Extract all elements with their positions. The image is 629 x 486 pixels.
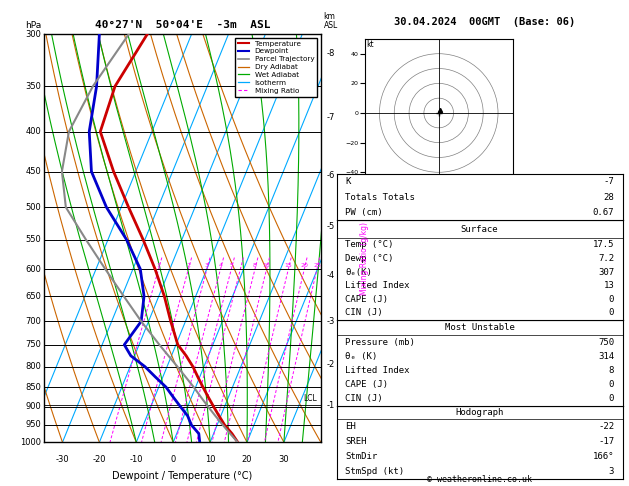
Text: 307: 307 — [598, 268, 614, 277]
Text: -5: -5 — [326, 223, 335, 231]
Text: 0: 0 — [170, 454, 176, 464]
Text: StmDir: StmDir — [345, 452, 377, 461]
Text: 950: 950 — [26, 420, 42, 429]
Text: -6: -6 — [326, 171, 335, 180]
Text: θₑ (K): θₑ (K) — [345, 352, 377, 361]
Text: 550: 550 — [26, 235, 42, 244]
Text: 13: 13 — [603, 281, 614, 290]
Text: 700: 700 — [25, 317, 42, 326]
Text: 400: 400 — [26, 127, 42, 136]
Text: K: K — [345, 177, 350, 186]
Text: 15: 15 — [284, 263, 292, 268]
Text: 600: 600 — [25, 264, 42, 274]
Text: CAPE (J): CAPE (J) — [345, 295, 388, 304]
Text: 3: 3 — [609, 467, 614, 476]
Text: 0.67: 0.67 — [593, 208, 614, 217]
Text: 800: 800 — [25, 362, 42, 371]
Text: 10: 10 — [263, 263, 270, 268]
Text: 25: 25 — [313, 263, 321, 268]
Text: Totals Totals: Totals Totals — [345, 192, 415, 202]
Text: 450: 450 — [26, 167, 42, 176]
Text: Hodograph: Hodograph — [455, 408, 504, 417]
Text: 2: 2 — [186, 263, 191, 268]
Text: -2: -2 — [326, 360, 335, 369]
Text: -8: -8 — [326, 49, 335, 58]
Text: -30: -30 — [56, 454, 69, 464]
Text: 166°: 166° — [593, 452, 614, 461]
Text: 750: 750 — [25, 340, 42, 349]
Text: -7: -7 — [326, 113, 335, 122]
Text: -20: -20 — [92, 454, 106, 464]
Text: 300: 300 — [25, 30, 42, 38]
Text: PW (cm): PW (cm) — [345, 208, 382, 217]
Text: 500: 500 — [26, 203, 42, 212]
Text: Surface: Surface — [461, 225, 498, 234]
Text: 10: 10 — [205, 454, 215, 464]
Text: 8: 8 — [253, 263, 257, 268]
Text: Temp (°C): Temp (°C) — [345, 241, 394, 249]
Text: Lifted Index: Lifted Index — [345, 366, 409, 375]
Text: 20: 20 — [242, 454, 252, 464]
Text: 350: 350 — [25, 82, 42, 91]
Text: 30: 30 — [279, 454, 289, 464]
Text: θₑ(K): θₑ(K) — [345, 268, 372, 277]
Text: StmSpd (kt): StmSpd (kt) — [345, 467, 404, 476]
Text: 900: 900 — [26, 402, 42, 411]
Text: 0: 0 — [609, 295, 614, 304]
Text: 0: 0 — [609, 394, 614, 403]
Text: CIN (J): CIN (J) — [345, 394, 382, 403]
Text: Mixing Ratio (g/kg): Mixing Ratio (g/kg) — [360, 222, 369, 295]
Text: Dewp (°C): Dewp (°C) — [345, 254, 394, 263]
Text: 0: 0 — [609, 308, 614, 317]
Text: -22: -22 — [598, 422, 614, 431]
Text: km
ASL: km ASL — [323, 12, 338, 30]
Text: 5: 5 — [230, 263, 233, 268]
Text: 0: 0 — [609, 380, 614, 389]
Text: 3: 3 — [205, 263, 209, 268]
Text: -7: -7 — [603, 177, 614, 186]
Text: hPa: hPa — [25, 21, 41, 30]
Text: 7.2: 7.2 — [598, 254, 614, 263]
Text: 1000: 1000 — [20, 438, 42, 447]
Text: 20: 20 — [301, 263, 308, 268]
Text: SREH: SREH — [345, 437, 367, 446]
Text: © weatheronline.co.uk: © weatheronline.co.uk — [427, 474, 532, 484]
Text: CIN (J): CIN (J) — [345, 308, 382, 317]
Text: 1: 1 — [157, 263, 160, 268]
Legend: Temperature, Dewpoint, Parcel Trajectory, Dry Adiabat, Wet Adiabat, Isotherm, Mi: Temperature, Dewpoint, Parcel Trajectory… — [235, 37, 317, 97]
Text: 750: 750 — [598, 338, 614, 347]
Text: 17.5: 17.5 — [593, 241, 614, 249]
Text: -1: -1 — [326, 401, 335, 410]
Text: kt: kt — [366, 40, 374, 50]
Text: -17: -17 — [598, 437, 614, 446]
Text: 314: 314 — [598, 352, 614, 361]
Text: -4: -4 — [326, 271, 335, 280]
Text: 30.04.2024  00GMT  (Base: 06): 30.04.2024 00GMT (Base: 06) — [394, 17, 575, 27]
Text: -10: -10 — [130, 454, 143, 464]
Text: 4: 4 — [218, 263, 223, 268]
Text: 850: 850 — [25, 382, 42, 392]
Text: Dewpoint / Temperature (°C): Dewpoint / Temperature (°C) — [113, 471, 252, 481]
Text: 8: 8 — [609, 366, 614, 375]
Text: Pressure (mb): Pressure (mb) — [345, 338, 415, 347]
Text: 650: 650 — [25, 292, 42, 301]
Text: CAPE (J): CAPE (J) — [345, 380, 388, 389]
Text: 28: 28 — [603, 192, 614, 202]
Text: Lifted Index: Lifted Index — [345, 281, 409, 290]
Text: Most Unstable: Most Unstable — [445, 323, 515, 332]
Text: EH: EH — [345, 422, 356, 431]
Title: 40°27'N  50°04'E  -3m  ASL: 40°27'N 50°04'E -3m ASL — [94, 20, 270, 31]
Text: -3: -3 — [326, 317, 335, 326]
Text: LCL: LCL — [303, 394, 316, 403]
